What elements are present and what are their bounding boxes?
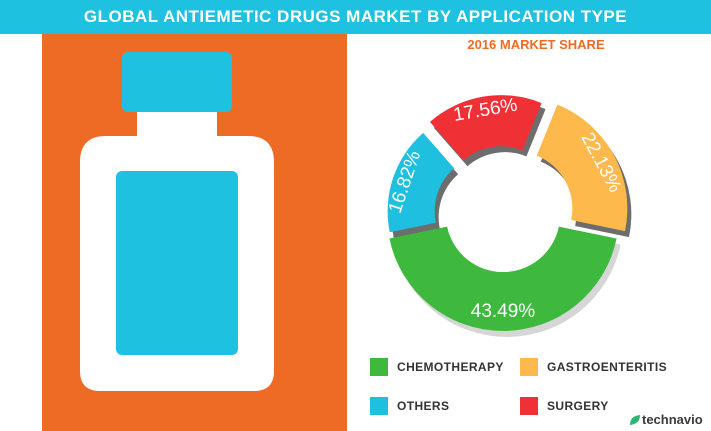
legend-swatch xyxy=(370,397,388,415)
chart-subtitle: 2016 MARKET SHARE xyxy=(467,37,605,52)
bottle-illustration xyxy=(80,52,274,391)
legend-label: CHEMOTHERAPY xyxy=(397,360,504,374)
page-title: GLOBAL ANTIEMETIC DRUGS MARKET BY APPLIC… xyxy=(83,7,628,26)
legend-item-gastroenteritis: GASTROENTERITIS xyxy=(520,358,667,376)
bottle-cap xyxy=(122,52,232,112)
pie-slice-chemotherapy xyxy=(389,226,617,331)
legend-label: SURGERY xyxy=(547,399,609,413)
legend-swatch xyxy=(520,358,538,376)
data-label-chemotherapy: 43.49% xyxy=(471,301,536,322)
pie-slice-others xyxy=(387,132,455,233)
header-bar xyxy=(0,0,711,34)
legend-item-chemotherapy: CHEMOTHERAPY xyxy=(370,358,504,376)
legend-item-surgery: SURGERY xyxy=(520,397,609,415)
legend-swatch xyxy=(520,397,538,415)
bottle-label xyxy=(116,171,238,355)
legend-label: GASTROENTERITIS xyxy=(547,360,668,374)
pie-slice-surgery xyxy=(429,95,542,161)
leaf-icon xyxy=(630,414,640,425)
pie-slice-gastroenteritis xyxy=(536,104,628,232)
legend-item-others: OTHERS xyxy=(370,397,449,415)
legend-swatch xyxy=(370,358,388,376)
donut-hole xyxy=(446,158,560,272)
brand-name: technavio xyxy=(642,412,703,427)
technavio-logo: technavio xyxy=(628,412,703,427)
bottle-neck xyxy=(137,112,217,136)
legend-label: OTHERS xyxy=(397,399,450,413)
